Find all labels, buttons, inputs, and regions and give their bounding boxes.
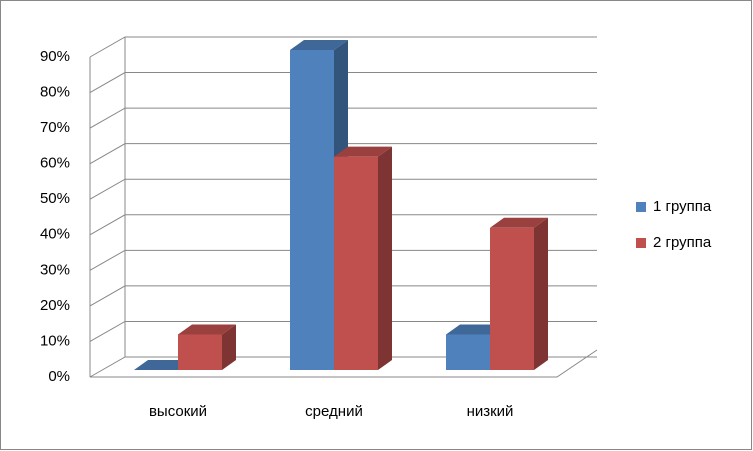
bar-front: [490, 227, 534, 370]
y-tick-label: 50%: [40, 190, 70, 207]
legend-label: 2 группа: [653, 234, 712, 251]
bar-front: [290, 50, 334, 370]
bar: [134, 360, 192, 370]
y-tick-label: 40%: [40, 226, 70, 243]
floor-edge: [90, 349, 598, 378]
bar: [178, 324, 236, 370]
y-tick-label: 30%: [40, 261, 70, 278]
bar-front: [446, 334, 490, 370]
bar-side: [534, 217, 548, 370]
bar-front: [334, 156, 378, 370]
bar-front: [178, 334, 222, 370]
grid-line: [89, 178, 597, 200]
grid-line: [89, 107, 597, 129]
x-tick-label: низкий: [467, 403, 514, 420]
grid-line: [89, 36, 597, 58]
x-tick-label: высокий: [149, 403, 207, 420]
x-tick-label: средний: [305, 403, 363, 420]
bar-side: [378, 146, 392, 370]
bar: [490, 217, 548, 370]
grid-line: [89, 356, 597, 378]
bar-top: [178, 324, 236, 335]
y-tick-label: 10%: [40, 332, 70, 349]
y-tick-label: 70%: [40, 119, 70, 136]
grid-line: [89, 143, 597, 165]
y-tick-label: 90%: [40, 48, 70, 65]
grid-line: [89, 320, 597, 342]
y-tick-label: 80%: [40, 84, 70, 101]
legend-label: 1 группа: [653, 198, 712, 215]
legend-swatch: [636, 202, 646, 212]
grid-line: [89, 72, 597, 93]
legend-swatch: [636, 238, 646, 248]
bar-top: [334, 146, 392, 157]
bar-top: [490, 217, 548, 228]
grid-line: [89, 214, 597, 236]
bar-top: [446, 324, 504, 335]
bar: [334, 146, 392, 370]
y-tick-label: 0%: [48, 368, 70, 385]
grid-line: [89, 285, 597, 307]
grid-line: [89, 249, 597, 271]
y-tick-label: 20%: [40, 297, 70, 314]
bar-top: [290, 40, 348, 50]
bar-top: [134, 360, 192, 370]
bar-side: [222, 324, 236, 370]
y-tick-label: 60%: [40, 155, 70, 172]
